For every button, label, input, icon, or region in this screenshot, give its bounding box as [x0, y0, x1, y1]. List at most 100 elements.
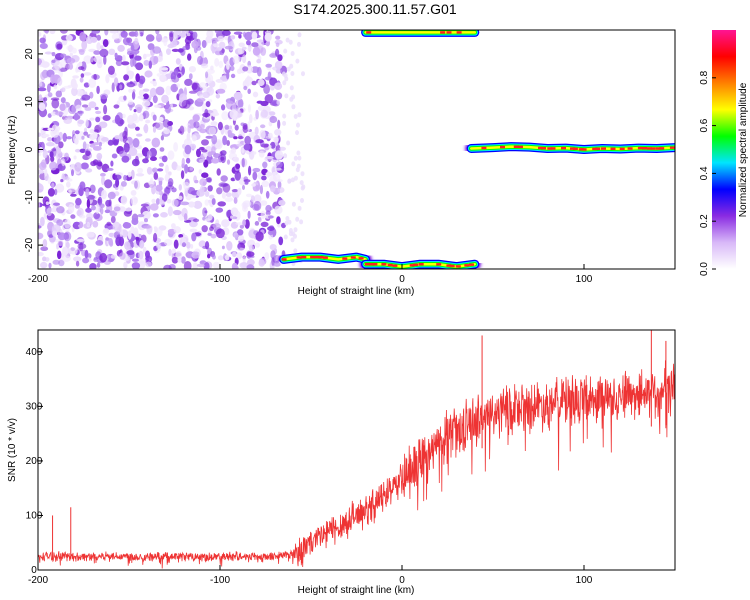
noise-blob [100, 172, 106, 177]
noise-blob [114, 174, 122, 180]
noise-blob [196, 97, 206, 103]
noise-blob [295, 167, 300, 173]
noise-blob [51, 59, 56, 63]
noise-blob [75, 67, 79, 73]
noise-blob [230, 65, 235, 72]
noise-blob [182, 45, 191, 51]
noise-blob [233, 91, 243, 101]
noise-blob [93, 73, 97, 81]
noise-blob [272, 172, 277, 176]
signal-hot-spot [518, 145, 523, 149]
noise-blob [291, 104, 296, 110]
noise-blob [214, 30, 222, 34]
noise-blob [215, 47, 222, 52]
noise-blob [296, 122, 300, 128]
signal-hot-spot [418, 263, 424, 266]
noise-blob [264, 252, 270, 261]
noise-blob [130, 44, 135, 51]
noise-blob [181, 157, 185, 168]
noise-blob [135, 173, 145, 177]
noise-blob [157, 177, 164, 182]
noise-blob [247, 104, 251, 113]
noise-blob [80, 162, 89, 170]
signal-hot-spot [369, 263, 375, 266]
noise-blob [248, 244, 254, 252]
signal-hot-spot [365, 263, 370, 266]
noise-blob [50, 111, 57, 117]
noise-blob [134, 37, 139, 45]
noise-blob [229, 109, 238, 120]
noise-blob [210, 121, 218, 127]
noise-blob [275, 48, 280, 57]
noise-blob [282, 80, 287, 86]
noise-blob [105, 199, 111, 207]
noise-blob [161, 193, 168, 202]
noise-blob [44, 168, 48, 177]
noise-blob [258, 39, 264, 48]
noise-blob [117, 44, 125, 52]
noise-blob [256, 59, 262, 64]
noise-blob [111, 82, 115, 93]
noise-blob [86, 231, 95, 238]
noise-blob [69, 52, 74, 57]
noise-blob [49, 161, 58, 171]
noise-blob [52, 259, 61, 265]
noise-blob [270, 185, 276, 193]
noise-blob [110, 160, 114, 167]
noise-blob [187, 53, 192, 61]
noise-blob [93, 50, 101, 55]
noise-blob [241, 157, 245, 168]
noise-blob [256, 66, 262, 77]
figure-title: S174.2025.300.11.57.G01 [293, 1, 456, 17]
noise-blob [99, 93, 109, 100]
noise-blob [261, 180, 270, 188]
noise-blob [81, 135, 85, 140]
noise-blob [247, 259, 255, 266]
noise-blob [49, 30, 56, 35]
noise-blob [179, 125, 185, 135]
noise-blob [143, 125, 148, 132]
noise-blob [116, 227, 122, 233]
spectrogram-y-tick-label: 10 [24, 96, 35, 108]
noise-blob [76, 209, 82, 217]
spectrogram-y-tick-label: -10 [24, 190, 35, 205]
noise-blob [40, 246, 49, 251]
noise-blob [104, 260, 111, 265]
noise-blob [152, 114, 157, 121]
noise-blob [205, 177, 212, 183]
noise-blob [99, 48, 109, 58]
noise-blob [252, 171, 258, 181]
noise-blob [142, 100, 151, 107]
noise-blob [259, 129, 266, 140]
signal-hot-spot [469, 263, 474, 266]
noise-blob [217, 255, 224, 261]
noise-blob [242, 185, 245, 190]
noise-blob [38, 162, 47, 171]
noise-blob [85, 119, 89, 128]
noise-blob [98, 121, 108, 129]
snr-y-ticks: 0 100 200 300 400 [26, 347, 43, 576]
noise-blob [139, 32, 144, 37]
noise-blob [149, 184, 155, 188]
noise-blob [202, 112, 211, 118]
noise-blob [106, 221, 112, 226]
noise-blob [73, 221, 80, 226]
noise-blob [272, 66, 281, 71]
colorbar-tick-label: 0.8 [699, 70, 710, 84]
noise-blob [158, 162, 164, 167]
noise-blob [274, 82, 283, 90]
noise-blob [242, 66, 249, 72]
noise-blob [93, 129, 99, 133]
noise-blob [207, 253, 211, 259]
noise-blob [171, 48, 180, 53]
noise-blob [110, 216, 116, 224]
noise-blob [251, 183, 256, 187]
snr-series-line [38, 360, 675, 569]
noise-blob [283, 153, 288, 159]
noise-blob [191, 82, 198, 90]
snr-x-label: Height of straight line (km) [298, 585, 415, 596]
noise-blob [169, 32, 174, 42]
noise-blob [53, 84, 58, 90]
snr-y-tick-label: 0 [31, 565, 37, 576]
